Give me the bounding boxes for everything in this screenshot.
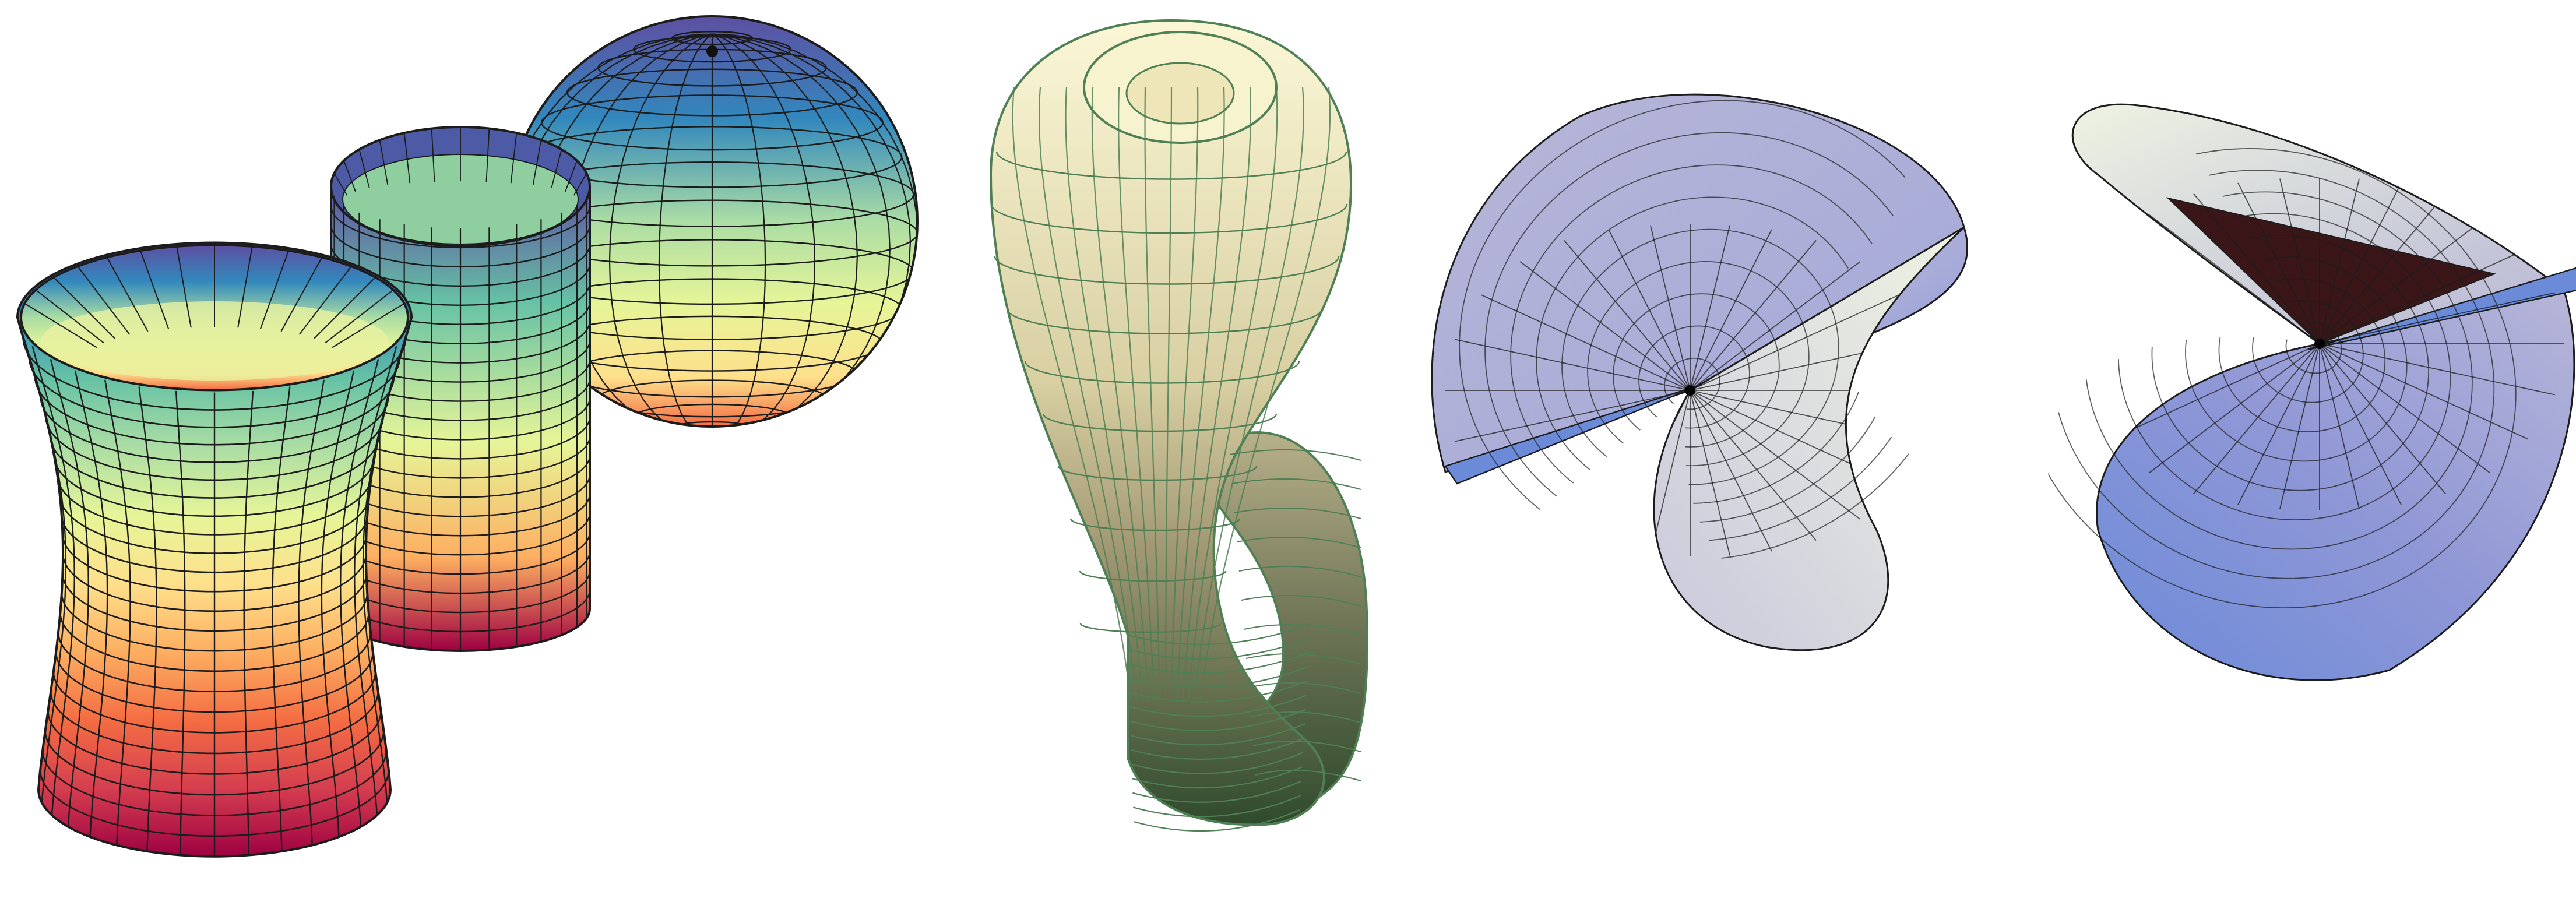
cross-cap-rotated-icon [2017,103,2576,681]
cross-cap-icon [1431,93,1969,651]
klein-bottle-icon [989,19,1368,832]
hyperboloid-icon [16,241,413,858]
